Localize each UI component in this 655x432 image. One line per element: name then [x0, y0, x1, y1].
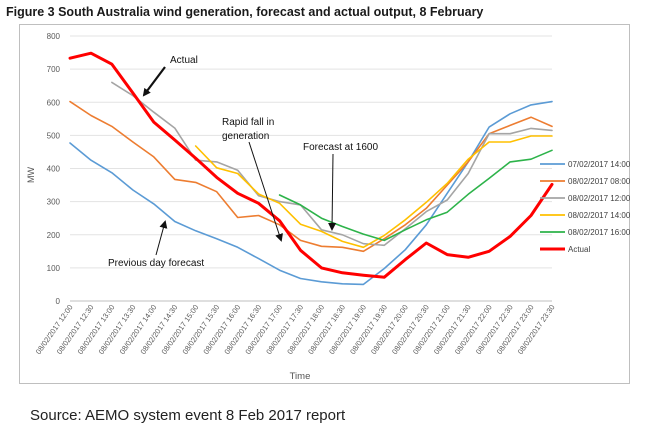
annotation-previous-day-arrow	[155, 220, 168, 256]
y-tick-label: 0	[56, 297, 61, 306]
legend-label: 08/02/2017 08:00	[568, 177, 631, 186]
series-line-5	[68, 51, 554, 279]
series-line-1	[69, 100, 553, 253]
annotation-forecast-1600-arrow	[328, 153, 337, 231]
y-axis-label: MW	[26, 167, 36, 183]
legend-label: 08/02/2017 14:00	[568, 211, 631, 220]
legend-label: 08/02/2017 16:00	[568, 228, 631, 237]
x-axis-label: Time	[290, 371, 311, 382]
y-tick-label: 100	[47, 264, 61, 273]
y-tick-label: 200	[47, 231, 61, 240]
annotation-forecast-1600: Forecast at 1600	[303, 142, 378, 153]
legend-label: 08/02/2017 12:00	[568, 194, 631, 203]
figure-title: Figure 3 South Australia wind generation…	[6, 5, 484, 19]
source-note: Source: AEMO system event 8 Feb 2017 rep…	[30, 407, 346, 424]
annotation-actual-arrow	[142, 66, 166, 97]
y-tick-label: 300	[47, 198, 61, 207]
legend-label: Actual	[568, 245, 590, 254]
series-line-0	[69, 100, 553, 286]
series-line-2	[111, 81, 553, 247]
series-line-3	[194, 135, 553, 249]
chart-frame: 0 100 200 300 400 500 600 700 800 08/02/2017 12:0…	[19, 24, 631, 384]
annotation-actual: Actual	[170, 55, 198, 66]
legend-label: 07/02/2017 14:00	[568, 160, 631, 169]
annotation-rapid-fall-line2: generation	[222, 131, 269, 142]
y-tick-label: 400	[47, 165, 61, 174]
line-chart: 0 100 200 300 400 500 600 700 800 08/02/2017 12:0…	[26, 32, 631, 382]
annotation-previous-day: Previous day forecast	[108, 258, 204, 269]
y-tick-label: 500	[47, 131, 61, 140]
annotation-rapid-fall-line1: Rapid fall in	[222, 117, 274, 128]
y-tick-label: 600	[47, 98, 61, 107]
y-tick-label: 800	[47, 32, 61, 41]
annotation-rapid-fall-arrow	[248, 141, 283, 242]
series-line-4	[278, 149, 553, 242]
y-tick-label: 700	[47, 65, 61, 74]
